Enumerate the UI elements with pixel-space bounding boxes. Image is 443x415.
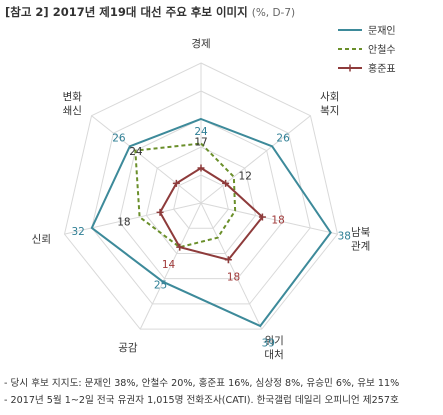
axis-spoke xyxy=(64,202,202,235)
axis-spoke xyxy=(200,202,263,330)
footnote-survey: - 2017년 5월 1~2일 전국 유권자 1,015명 전화조사(CATI)… xyxy=(4,395,399,406)
data-label: 18 xyxy=(117,217,130,229)
data-label: 24 xyxy=(129,146,143,158)
axis-label: 신뢰 xyxy=(32,234,51,246)
grid-ring-5 xyxy=(63,62,339,330)
data-label: 32 xyxy=(71,226,84,238)
data-label: 17 xyxy=(194,137,207,149)
data-label: 24 xyxy=(194,126,208,138)
data-label: 26 xyxy=(276,133,290,145)
series-line-0 xyxy=(90,117,332,328)
legend-label: 문재인 xyxy=(368,25,396,37)
chart-title-main: 2017년 제19대 대선 주요 후보 이미지 xyxy=(52,5,248,19)
axis-label: 대처 xyxy=(264,349,283,361)
axis-label: 쇄신 xyxy=(63,105,82,117)
data-label: 18 xyxy=(271,215,284,227)
axis-label: 사회 xyxy=(320,91,339,103)
grid-ring-4 xyxy=(91,90,311,305)
data-label: 25 xyxy=(154,280,167,292)
axis-label: 공감 xyxy=(118,342,138,354)
series-line-2 xyxy=(158,166,264,261)
series-line-1 xyxy=(134,142,237,249)
chart-title: [참고 2] 2017년 제19대 대선 주요 후보 이미지 (%, D-7) xyxy=(5,4,295,20)
axis-spoke xyxy=(139,202,202,330)
grid-ring-1 xyxy=(173,174,229,229)
axis-label: 경제 xyxy=(191,37,210,50)
data-label: 38 xyxy=(338,231,351,243)
footnotes: - 당시 후보 지지도: 문재인 38%, 안철수 20%, 홍준표 16%, … xyxy=(4,375,399,409)
axis-label: 변화 xyxy=(63,91,83,103)
axis-spoke xyxy=(200,202,338,235)
chart-title-tag: [참고 2] xyxy=(5,5,49,19)
axis-label: 위기 xyxy=(264,334,283,347)
axis-label: 복지 xyxy=(320,105,339,117)
data-label: 39 xyxy=(262,338,275,350)
data-label: 18 xyxy=(227,272,240,284)
footnote-support: - 당시 후보 지지도: 문재인 38%, 안철수 20%, 홍준표 16%, … xyxy=(4,378,400,389)
axis-label: 남북 xyxy=(351,227,371,239)
legend-label: 홍준표 xyxy=(368,62,396,75)
chart-title-sub: (%, D-7) xyxy=(251,7,296,19)
axis-spoke xyxy=(91,115,202,204)
axis-label: 관계 xyxy=(351,241,370,253)
grid-ring-3 xyxy=(118,118,284,280)
data-label: 26 xyxy=(112,133,126,145)
axis-spoke xyxy=(200,115,311,204)
legend-label: 안철수 xyxy=(368,44,396,56)
data-label: 12 xyxy=(239,170,252,182)
data-label: 14 xyxy=(162,259,176,271)
